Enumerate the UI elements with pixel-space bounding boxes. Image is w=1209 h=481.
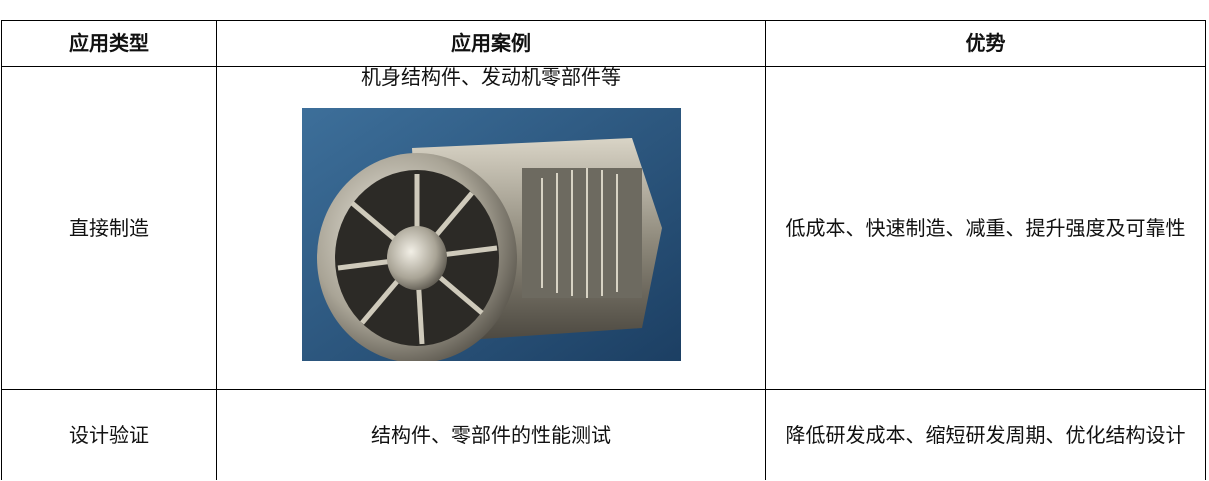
type-cell: 直接制造: [1, 66, 217, 390]
header-row: 应用类型 应用案例 优势: [1, 20, 1206, 67]
engine-photo: [301, 108, 681, 361]
advantage-text: 降低研发成本、缩短研发周期、优化结构设计: [785, 422, 1186, 447]
case-cell: 结构件、零部件的性能测试: [216, 389, 766, 480]
case-caption: 机身结构件、发动机零部件等: [361, 65, 621, 89]
table-row: 直接制造 机身结构件、发动机零部件等: [1, 65, 1206, 390]
header-cell: 应用类型: [1, 20, 217, 67]
table-row: 设计验证 结构件、零部件的性能测试 降低研发成本、缩短研发周期、优化结构设计: [1, 389, 1206, 480]
application-table: 应用类型 应用案例 优势 直接制造 机身结构件、发动机零部件等: [1, 20, 1206, 480]
type-cell: 设计验证: [1, 389, 217, 480]
header-cell: 应用案例: [216, 20, 766, 67]
header-cell: 优势: [765, 20, 1206, 67]
advantage-cell: 降低研发成本、缩短研发周期、优化结构设计: [765, 389, 1206, 480]
advantage-text: 低成本、快速制造、减重、提升强度及可靠性: [785, 215, 1186, 240]
advantage-cell: 低成本、快速制造、减重、提升强度及可靠性: [765, 66, 1206, 390]
case-cell: 机身结构件、发动机零部件等: [216, 65, 766, 390]
